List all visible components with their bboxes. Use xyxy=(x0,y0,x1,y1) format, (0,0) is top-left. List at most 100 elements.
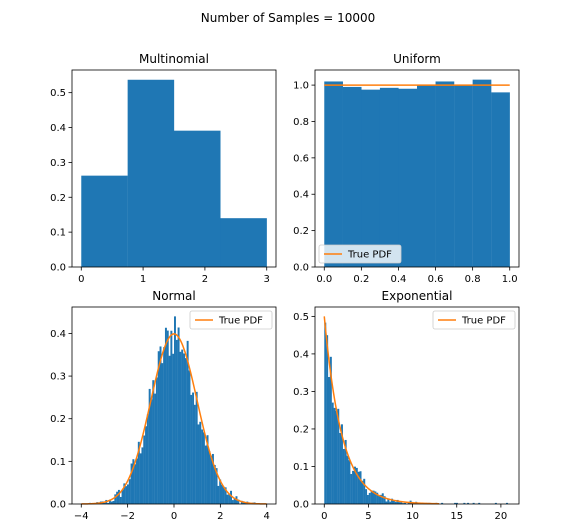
histogram-bar xyxy=(350,474,353,504)
histogram-bar xyxy=(230,490,233,504)
histogram-bar xyxy=(355,467,358,504)
histogram-bar xyxy=(392,500,395,504)
histogram-bar xyxy=(376,492,379,504)
histogram-bar xyxy=(352,470,355,504)
histogram-bar xyxy=(195,391,198,504)
histogram-bar xyxy=(103,502,106,504)
subplot-title: Uniform xyxy=(393,52,441,66)
histogram-bar xyxy=(155,377,158,504)
histogram-bar xyxy=(201,429,204,504)
histogram-bar xyxy=(454,85,473,267)
histogram-bar xyxy=(152,380,155,504)
histogram-bar xyxy=(188,370,191,504)
x-tick-label: 0 xyxy=(78,274,84,285)
x-tick-label: 0.0 xyxy=(316,274,332,285)
histogram-bar xyxy=(231,500,234,504)
histogram-bar xyxy=(192,392,195,504)
histogram-bar xyxy=(224,487,227,504)
y-tick-label: 0.5 xyxy=(293,312,309,323)
histogram-bar xyxy=(211,453,214,504)
histogram-bar xyxy=(179,351,182,504)
histogram-bar xyxy=(402,503,405,504)
histogram-bar xyxy=(163,347,166,504)
histogram-bar xyxy=(491,92,510,268)
histogram-bar xyxy=(190,394,193,504)
histogram-bar xyxy=(346,455,349,504)
histogram-bar xyxy=(398,88,418,268)
y-tick-label: 0.8 xyxy=(293,117,309,128)
histogram-bar xyxy=(324,81,343,268)
histogram-bar xyxy=(389,501,392,504)
histogram-bar xyxy=(127,79,175,267)
legend-label: True PDF xyxy=(347,250,392,261)
y-tick-label: 0.2 xyxy=(293,226,309,237)
histogram-bar xyxy=(166,330,169,504)
x-tick-label: 2 xyxy=(202,274,208,285)
bars xyxy=(83,316,265,504)
histogram-bar xyxy=(126,484,129,504)
histogram-bar xyxy=(339,432,342,504)
histogram-bar xyxy=(184,358,187,504)
histogram-bar xyxy=(441,502,444,504)
bars xyxy=(324,79,510,268)
x-tick-label: 1 xyxy=(140,274,146,285)
histogram-bar xyxy=(340,424,343,504)
histogram-bar xyxy=(324,322,327,504)
y-tick-label: 0.2 xyxy=(50,414,66,425)
legend-box xyxy=(189,310,273,330)
histogram-bar xyxy=(472,79,492,267)
histogram-bar xyxy=(157,351,160,504)
subplot-title: Normal xyxy=(152,289,195,303)
histogram-bar xyxy=(132,459,135,504)
histogram-bar xyxy=(378,495,381,504)
histogram-bar xyxy=(141,447,144,504)
histogram-bar xyxy=(353,466,356,504)
legend: True PDF xyxy=(432,310,516,330)
histogram-bar xyxy=(108,499,111,504)
axes-frame xyxy=(314,306,520,505)
x-tick-label: 3 xyxy=(264,274,270,285)
y-tick-label: 0.2 xyxy=(50,193,66,204)
histogram-bar xyxy=(344,439,347,504)
histogram-bar xyxy=(342,449,345,504)
histogram-bar xyxy=(202,432,205,504)
histogram-bar xyxy=(506,502,509,504)
bars xyxy=(324,322,509,504)
y-tick-label: 0.1 xyxy=(50,457,66,468)
y-tick-label: 0.6 xyxy=(293,153,309,164)
x-tick-label: 0 xyxy=(321,511,327,522)
histogram-bar xyxy=(472,502,475,504)
histogram-bar xyxy=(370,490,373,504)
legend-box xyxy=(318,244,402,264)
subplot-title: Multinomial xyxy=(139,52,209,66)
histogram-bar xyxy=(372,490,375,504)
figure-suptitle: Number of Samples = 10000 xyxy=(201,11,376,25)
histogram-bar xyxy=(170,330,173,504)
x-tick-label: 15 xyxy=(450,511,463,522)
x-tick-label: 1.0 xyxy=(502,274,518,285)
histogram-bar xyxy=(357,471,360,504)
y-tick-label: 0.4 xyxy=(293,190,309,201)
histogram-bar xyxy=(121,490,124,504)
y-tick-label: 1.0 xyxy=(293,81,309,92)
histogram-bar xyxy=(366,494,369,504)
histogram-bar xyxy=(123,483,126,504)
histogram-bar xyxy=(213,464,216,504)
histogram-bar xyxy=(183,353,185,504)
histogram-bar xyxy=(217,485,220,504)
histogram-bar xyxy=(379,494,382,504)
histogram-bar xyxy=(387,498,390,504)
y-tick-label: 0.3 xyxy=(293,387,309,398)
histogram-bar xyxy=(174,316,176,504)
y-tick-label: 0.1 xyxy=(293,462,309,473)
histogram-bar xyxy=(148,388,151,504)
histogram-bar xyxy=(329,356,332,504)
histogram-bar xyxy=(391,498,394,504)
histogram-bar xyxy=(379,87,399,267)
histogram-bar xyxy=(193,404,196,504)
histogram-bar xyxy=(478,502,481,504)
x-tick-label: 0.2 xyxy=(353,274,369,285)
histogram-bar xyxy=(210,455,213,504)
histogram-bar xyxy=(143,435,146,504)
x-tick-label: 2 xyxy=(217,511,223,522)
